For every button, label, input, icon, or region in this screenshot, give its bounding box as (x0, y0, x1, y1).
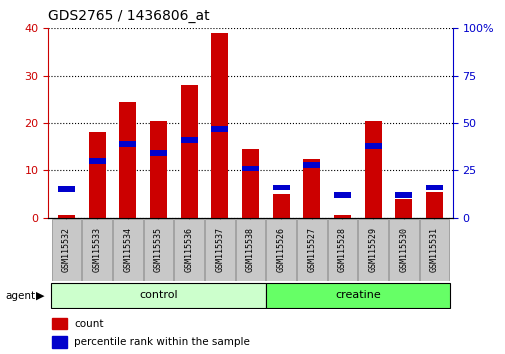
Text: GSM115537: GSM115537 (215, 227, 224, 273)
FancyBboxPatch shape (51, 283, 265, 308)
FancyBboxPatch shape (296, 219, 326, 281)
FancyBboxPatch shape (143, 219, 173, 281)
Text: ▶: ▶ (36, 291, 45, 301)
FancyBboxPatch shape (82, 219, 112, 281)
Text: GSM115529: GSM115529 (368, 227, 377, 273)
Text: GSM115536: GSM115536 (184, 227, 193, 273)
Bar (150, 150, 167, 156)
Text: GSM115534: GSM115534 (123, 227, 132, 273)
Bar (425, 184, 442, 190)
Bar (303, 162, 320, 167)
Text: percentile rank within the sample: percentile rank within the sample (74, 337, 249, 347)
Bar (303, 159, 320, 218)
FancyBboxPatch shape (265, 283, 449, 308)
Text: creatine: creatine (334, 290, 380, 301)
Text: GSM115533: GSM115533 (92, 227, 102, 273)
Bar (53, 318, 67, 329)
Text: GSM115535: GSM115535 (154, 227, 163, 273)
FancyBboxPatch shape (266, 219, 295, 281)
Bar (119, 102, 136, 218)
Text: agent: agent (5, 291, 35, 301)
FancyBboxPatch shape (174, 219, 204, 281)
Bar (272, 184, 289, 190)
Bar (180, 85, 197, 218)
Bar (53, 336, 67, 348)
Bar (333, 192, 350, 198)
Text: GDS2765 / 1436806_at: GDS2765 / 1436806_at (48, 9, 209, 23)
Bar (241, 149, 259, 218)
Bar (425, 192, 442, 218)
FancyBboxPatch shape (235, 219, 265, 281)
Bar (394, 199, 412, 218)
Text: GSM115527: GSM115527 (307, 227, 316, 273)
FancyBboxPatch shape (52, 219, 81, 281)
Text: control: control (139, 290, 177, 301)
FancyBboxPatch shape (388, 219, 418, 281)
Text: GSM115532: GSM115532 (62, 227, 71, 273)
Bar (241, 166, 259, 171)
Bar (58, 215, 75, 218)
Bar (119, 141, 136, 147)
FancyBboxPatch shape (419, 219, 448, 281)
Bar (364, 121, 381, 218)
Bar (180, 137, 197, 143)
Bar (58, 187, 75, 192)
Text: GSM115538: GSM115538 (245, 227, 255, 273)
Bar (364, 143, 381, 149)
Text: count: count (74, 319, 103, 329)
Bar (272, 194, 289, 218)
Bar (150, 121, 167, 218)
FancyBboxPatch shape (327, 219, 357, 281)
Text: GSM115526: GSM115526 (276, 227, 285, 273)
Text: GSM115528: GSM115528 (337, 227, 346, 273)
Bar (333, 215, 350, 218)
Bar (88, 132, 106, 218)
Bar (394, 192, 412, 198)
FancyBboxPatch shape (358, 219, 387, 281)
FancyBboxPatch shape (113, 219, 142, 281)
Bar (211, 126, 228, 132)
Bar (211, 33, 228, 218)
FancyBboxPatch shape (205, 219, 234, 281)
Bar (88, 158, 106, 164)
Text: GSM115530: GSM115530 (398, 227, 408, 273)
Text: GSM115531: GSM115531 (429, 227, 438, 273)
